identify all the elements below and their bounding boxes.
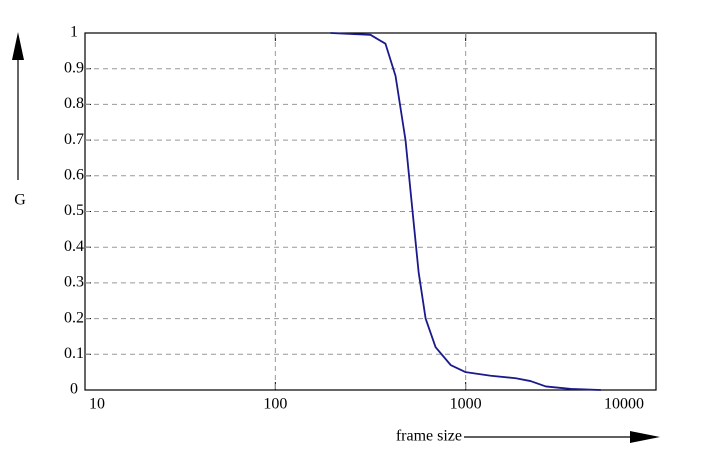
y-tick-label: 0 bbox=[70, 381, 78, 398]
x-tick-label: 100 bbox=[263, 396, 287, 413]
y-tick-label: 0.1 bbox=[64, 345, 84, 362]
y-tick-label: 0.6 bbox=[64, 166, 84, 183]
data-line bbox=[330, 32, 601, 391]
x-tick-label: 10 bbox=[89, 396, 105, 413]
y-tick-label: 0.7 bbox=[64, 131, 84, 148]
x-arrow-head bbox=[630, 431, 660, 443]
y-tick-label: 0.8 bbox=[64, 95, 84, 112]
x-axis-label: frame size bbox=[396, 428, 462, 445]
y-tick-label: 0.3 bbox=[64, 274, 84, 291]
x-tick-label: 1000 bbox=[450, 396, 482, 413]
x-tick-label: 10000 bbox=[604, 396, 644, 413]
y-axis-label: G bbox=[14, 192, 26, 209]
y-arrow-head bbox=[12, 32, 24, 60]
y-tick-label: 1 bbox=[70, 24, 78, 41]
y-tick-label: 0.2 bbox=[64, 309, 84, 326]
y-tick-label: 0.5 bbox=[64, 202, 84, 219]
y-tick-label: 0.4 bbox=[64, 238, 84, 255]
y-tick-label: 0.9 bbox=[64, 59, 84, 76]
